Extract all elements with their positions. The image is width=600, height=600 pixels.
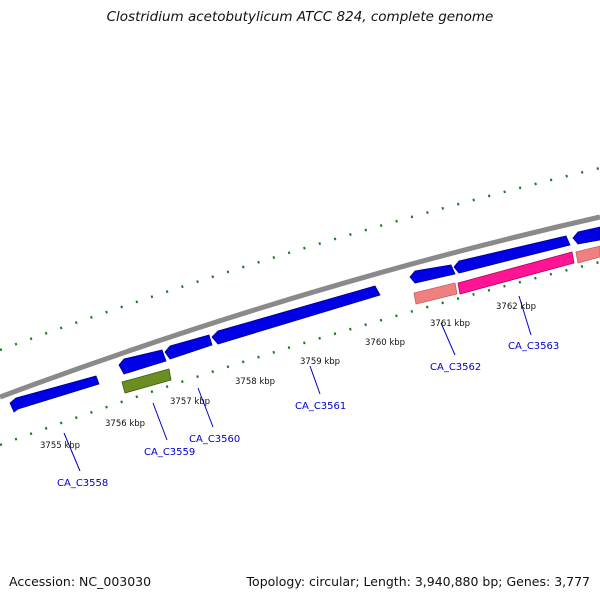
genes-label: Genes: bbox=[506, 574, 551, 589]
topology-value: circular bbox=[309, 574, 356, 589]
gene-CA_C3559[interactable] bbox=[121, 368, 172, 394]
gene-CA_C3562-b[interactable] bbox=[413, 282, 458, 305]
kbp-label: 3757 kbp bbox=[170, 397, 210, 407]
gene-CA_C3558[interactable] bbox=[9, 375, 100, 413]
gene-CA_C3561[interactable] bbox=[211, 285, 381, 345]
accession-info: Accession: NC_003030 bbox=[9, 574, 151, 589]
kbp-label: 3759 kbp bbox=[300, 357, 340, 367]
kbp-label: 3756 kbp bbox=[105, 419, 145, 429]
gene-label-CA_C3558[interactable]: CA_C3558 bbox=[57, 478, 108, 489]
gene-right-light[interactable] bbox=[575, 245, 600, 264]
connector-CA_C3559 bbox=[152, 402, 168, 441]
inner-ruler bbox=[0, 260, 600, 447]
gene-CA_C3562-a[interactable] bbox=[409, 264, 456, 284]
kbp-label: 3755 kbp bbox=[40, 441, 80, 451]
gene-label-CA_C3559[interactable]: CA_C3559 bbox=[144, 447, 195, 458]
connector-CA_C3563 bbox=[518, 295, 532, 336]
genome-stats: Topology: circular; Length: 3,940,880 bp… bbox=[246, 574, 590, 589]
gene-label-CA_C3561[interactable]: CA_C3561 bbox=[295, 401, 346, 412]
gene-label-CA_C3562[interactable]: CA_C3562 bbox=[430, 362, 481, 373]
accession-label: Accession: bbox=[9, 574, 76, 589]
gene-CA_C3563-a[interactable] bbox=[453, 235, 571, 274]
genes-value: 3,777 bbox=[554, 574, 590, 589]
gene-CA_C3563-b[interactable] bbox=[457, 251, 575, 295]
kbp-label: 3760 kbp bbox=[365, 338, 405, 348]
connector-CA_C3560 bbox=[197, 387, 214, 428]
map-title: Clostridium acetobutylicum ATCC 824, com… bbox=[106, 9, 494, 25]
connector-CA_C3562 bbox=[440, 322, 456, 356]
kbp-label: 3758 kbp bbox=[235, 377, 275, 387]
gene-CA_C3560-b[interactable] bbox=[164, 334, 213, 360]
length-label: Length: bbox=[363, 574, 411, 589]
connector-CA_C3561 bbox=[309, 365, 321, 395]
kbp-label: 3761 kbp bbox=[430, 319, 470, 329]
connector-CA_C3558 bbox=[63, 432, 81, 472]
genome-backbone bbox=[0, 214, 600, 400]
gene-right-blue[interactable] bbox=[572, 226, 600, 245]
gene-label-CA_C3563[interactable]: CA_C3563 bbox=[508, 341, 559, 352]
topology-label: Topology: bbox=[246, 574, 306, 589]
kbp-label: 3762 kbp bbox=[496, 302, 536, 312]
accession-value: NC_003030 bbox=[79, 574, 152, 589]
gene-label-CA_C3560[interactable]: CA_C3560 bbox=[189, 434, 240, 445]
length-value: 3,940,880 bp bbox=[414, 574, 499, 589]
gene-CA_C3560-a[interactable] bbox=[118, 349, 167, 375]
